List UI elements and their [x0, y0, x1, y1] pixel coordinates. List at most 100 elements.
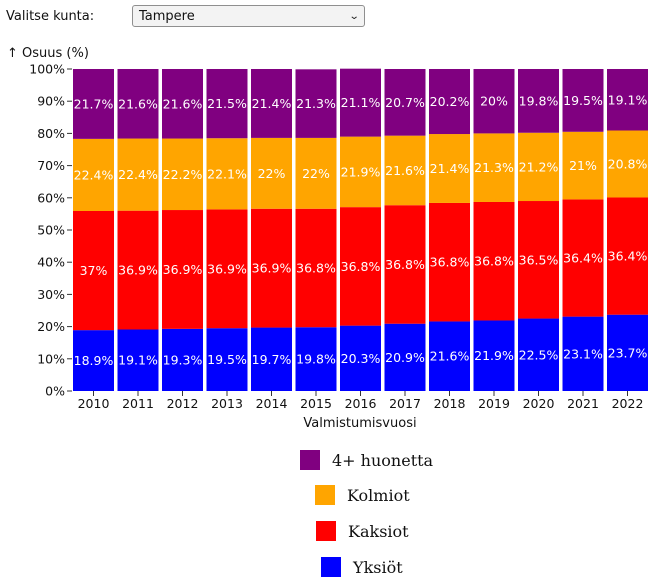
data-label: 36.4%	[608, 249, 648, 264]
bar-segment	[117, 69, 159, 139]
bar-segment	[384, 205, 426, 324]
bar-segment	[251, 69, 292, 138]
bar-segment	[340, 207, 381, 326]
data-label: 21.2%	[519, 159, 559, 174]
data-label: 20.3%	[341, 351, 381, 366]
data-label: 22.1%	[207, 166, 247, 181]
bar-segment	[162, 328, 203, 391]
data-label: 36.8%	[385, 257, 425, 272]
y-tick-label: 40%	[37, 255, 65, 270]
x-tick-label: 2010	[78, 396, 110, 411]
data-label: 22%	[258, 166, 286, 181]
bar-segment	[607, 314, 648, 391]
bar-segment	[117, 210, 159, 330]
data-label: 19.8%	[519, 93, 559, 108]
x-axis: 2010 2011 2012 2013 2014 2015 2016 2017 2018 2019…	[78, 391, 643, 411]
bar-segment	[206, 69, 248, 139]
data-label: 36.9%	[163, 262, 203, 277]
bar-segment	[206, 209, 248, 329]
y-tick-label: 20%	[37, 319, 65, 334]
data-label: 21.9%	[341, 164, 381, 179]
data-label: 21.4%	[252, 96, 292, 111]
data-label: 21.3%	[296, 96, 336, 111]
x-tick-label: 2012	[167, 396, 199, 411]
bar-segment	[73, 138, 114, 212]
bar-segment	[251, 327, 292, 391]
data-label: 19.1%	[118, 353, 158, 368]
bar-segment	[340, 68, 381, 137]
bar-segment	[251, 137, 292, 209]
bar-segment	[251, 208, 292, 328]
municipality-label: Valitse kunta:	[6, 8, 95, 24]
data-label: 21.7%	[74, 96, 114, 111]
data-label: 36.5%	[519, 252, 559, 267]
legend-label-4plus: 4+ huonetta	[332, 450, 434, 470]
data-label: 36.8%	[430, 255, 470, 270]
data-label: 19.3%	[163, 352, 203, 367]
municipality-select[interactable]: Tampere ⌄	[132, 5, 365, 27]
y-tick-label: 30%	[37, 287, 65, 302]
bar-segment	[295, 137, 337, 209]
legend-label-kolmiot: Kolmiot	[347, 485, 410, 505]
y-tick-label: 60%	[37, 190, 65, 205]
legend-swatch-yksiot	[321, 557, 341, 577]
y-tick-label: 10%	[37, 351, 65, 366]
municipality-selected-value: Tampere	[139, 8, 195, 24]
y-tick-label: 100%	[29, 62, 65, 77]
bar-segment	[562, 69, 604, 132]
data-label: 22.5%	[519, 347, 559, 362]
x-tick-label: 2017	[389, 396, 421, 411]
data-label: 21.1%	[341, 95, 381, 110]
data-label: 36.8%	[341, 259, 381, 274]
y-axis-label: ↑ Osuus (%)	[7, 46, 89, 61]
y-axis: 0% 10% 20% 30% 40% 50% 60% 70% 80% 90% 100%	[29, 62, 72, 399]
data-label: 36.4%	[563, 251, 603, 266]
bar-segment	[162, 210, 203, 329]
data-label: 18.9%	[74, 353, 114, 368]
bar-segment	[162, 138, 203, 211]
legend-item-kaksiot: Kaksiot	[316, 521, 409, 541]
bar-segment	[295, 327, 337, 391]
data-label: 21.6%	[118, 96, 158, 111]
legend-swatch-4plus	[300, 450, 320, 470]
bar-segment	[295, 208, 337, 328]
x-tick-label: 2020	[523, 396, 555, 411]
data-label: 23.7%	[608, 345, 648, 360]
bar-segment	[562, 316, 604, 391]
data-label: 23.1%	[563, 346, 603, 361]
data-label: 21%	[569, 158, 597, 173]
legend-label-kaksiot: Kaksiot	[348, 521, 409, 541]
bar-segment	[607, 130, 648, 198]
bar-segment	[607, 197, 648, 315]
municipality-selector-row: Valitse kunta:	[6, 5, 132, 27]
bar-segment	[73, 69, 114, 139]
chevron-down-icon: ⌄	[348, 10, 360, 22]
bar-segment	[518, 69, 559, 133]
bar-segment	[117, 329, 159, 391]
x-tick-label: 2019	[478, 396, 510, 411]
bar-segment	[473, 320, 515, 391]
bar-segment	[429, 321, 470, 391]
data-label: 36.8%	[474, 254, 514, 269]
data-label: 20.9%	[385, 350, 425, 365]
legend-swatch-kaksiot	[316, 521, 336, 541]
data-label: 19.5%	[563, 93, 603, 108]
data-label: 19.1%	[608, 92, 648, 107]
data-label: 36.9%	[252, 261, 292, 276]
data-label: 21.5%	[207, 96, 247, 111]
data-label: 36.9%	[207, 261, 247, 276]
data-label: 36.9%	[118, 263, 158, 278]
bar-segment	[473, 69, 515, 134]
y-tick-label: 90%	[37, 94, 65, 109]
data-label: 20.8%	[608, 156, 648, 171]
data-label: 36.8%	[296, 260, 336, 275]
data-label: 21.4%	[430, 161, 470, 176]
data-label: 21.6%	[385, 163, 425, 178]
bar-segment	[340, 136, 381, 208]
x-tick-label: 2016	[345, 396, 377, 411]
x-tick-label: 2015	[300, 396, 332, 411]
bar-segment	[518, 201, 559, 319]
data-label: 37%	[80, 263, 108, 278]
bar-segment	[518, 318, 559, 391]
bar-segment	[518, 132, 559, 202]
